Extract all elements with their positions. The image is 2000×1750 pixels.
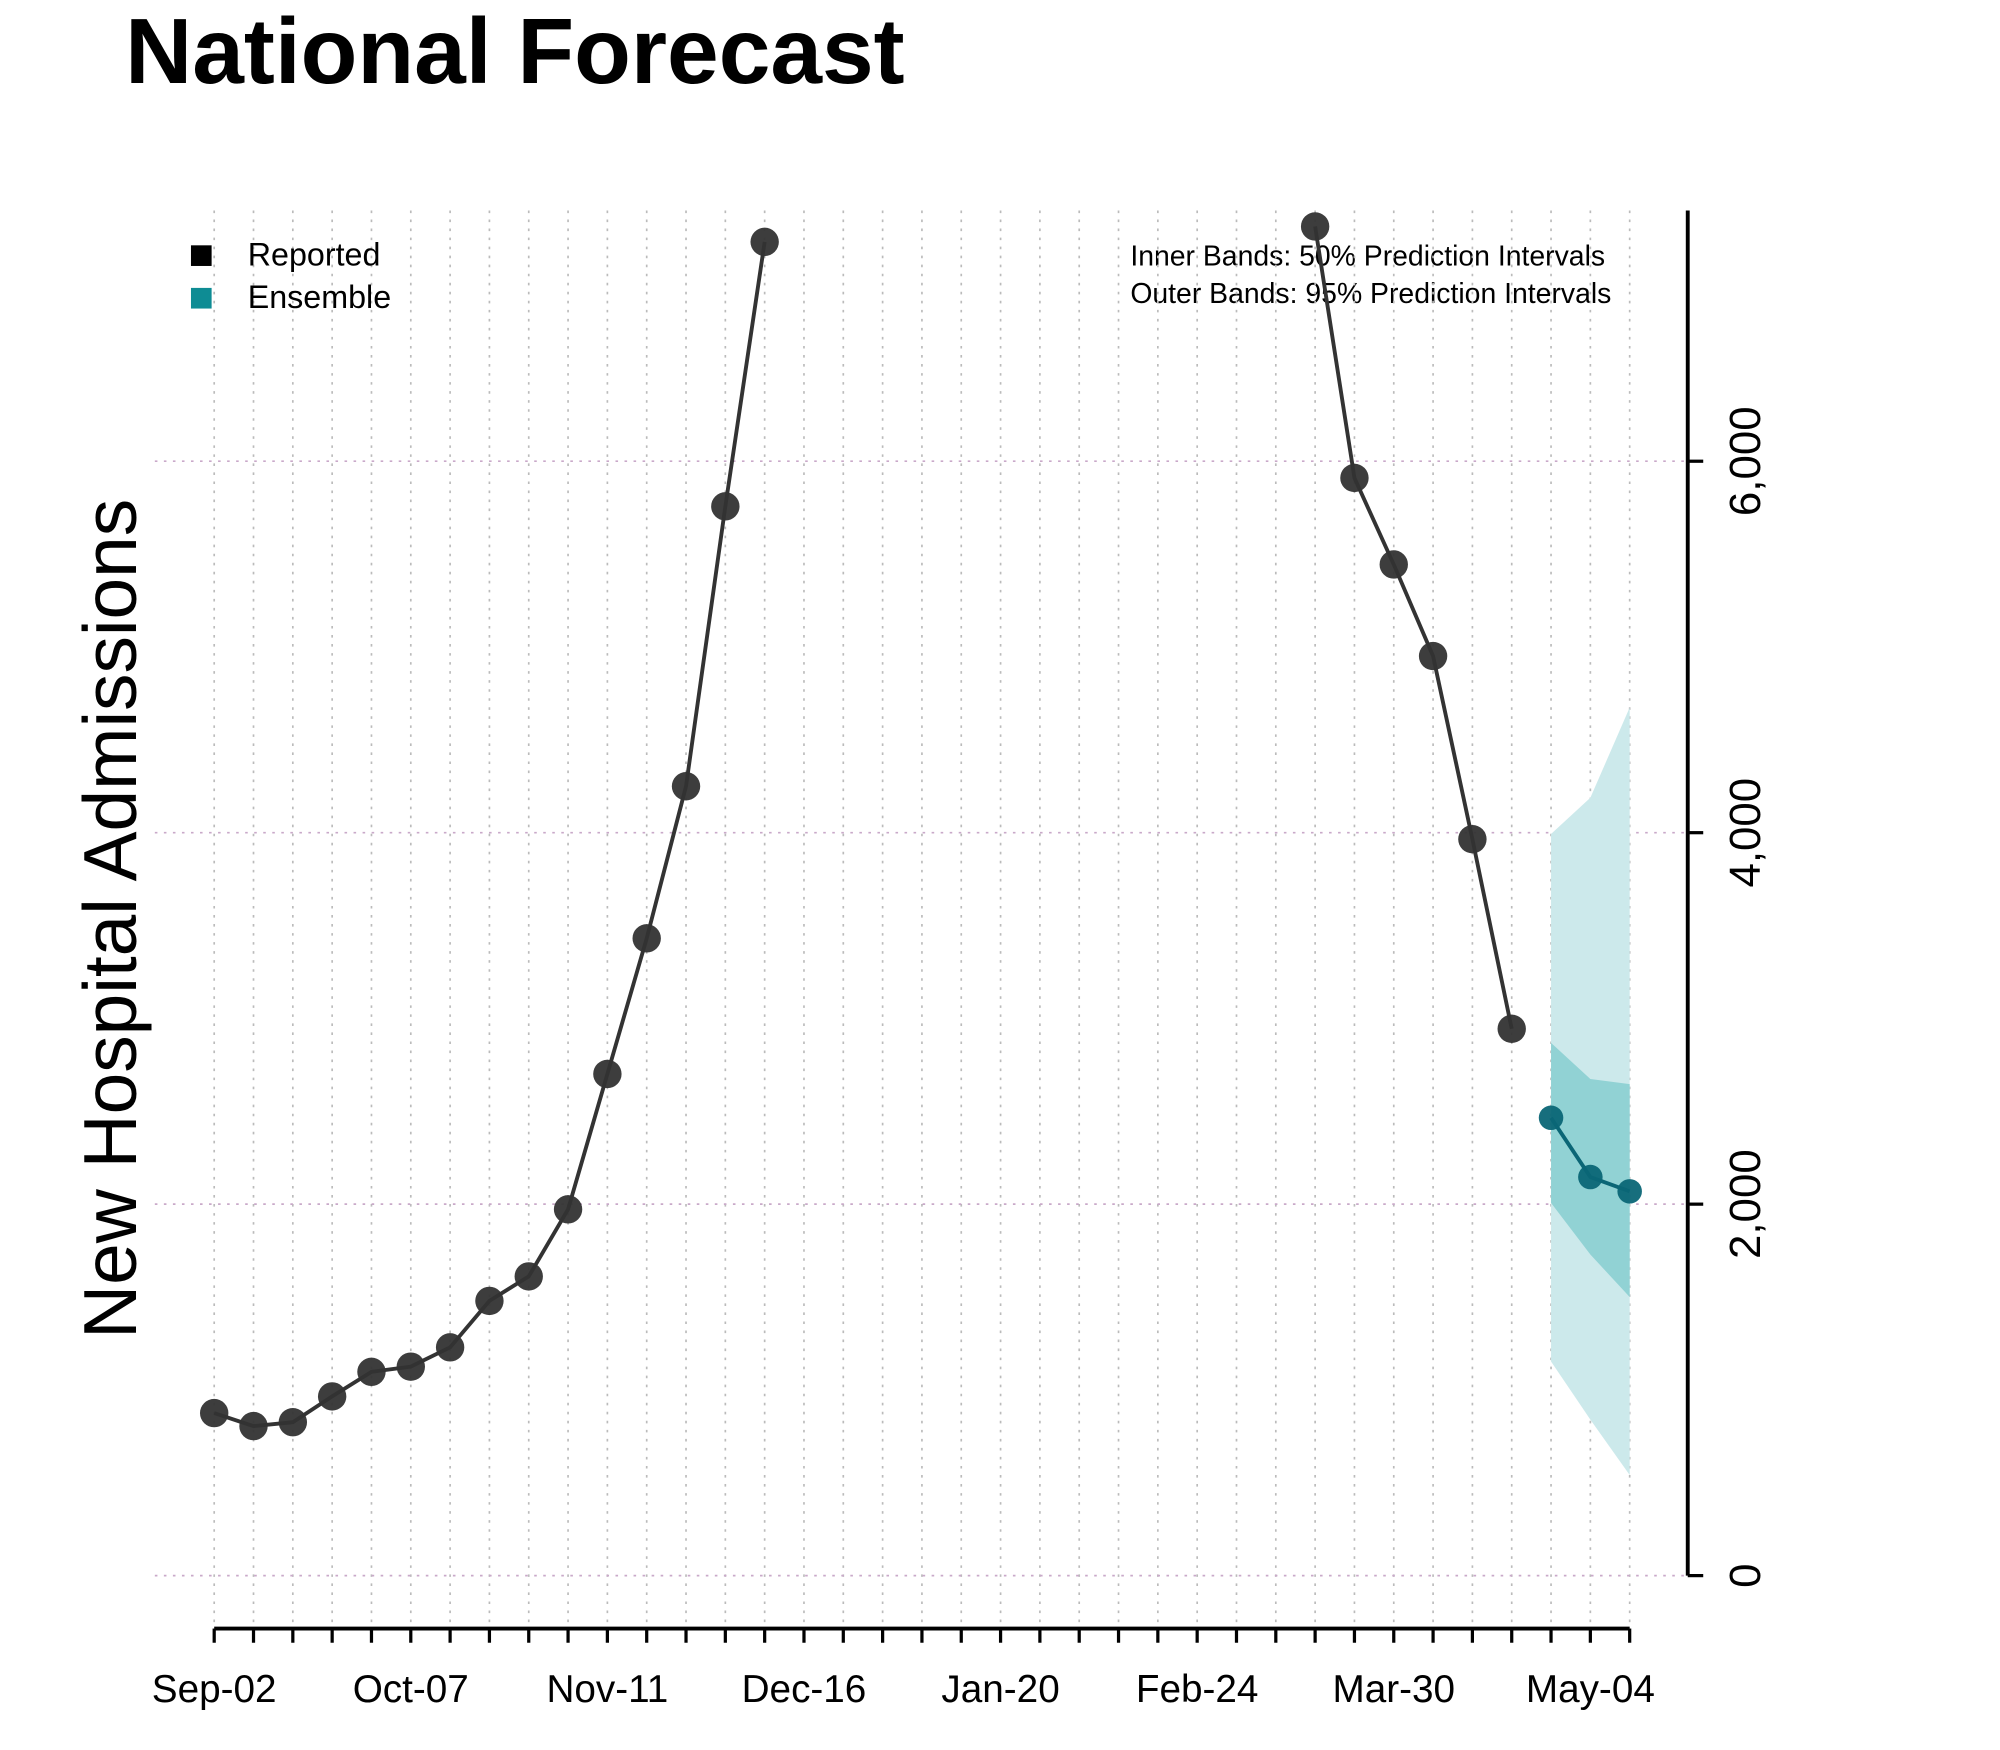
data-point — [514, 1262, 543, 1291]
x-tick-label: Feb-24 — [1136, 1668, 1259, 1711]
legend-label: Reported — [248, 236, 381, 272]
data-point — [1418, 641, 1448, 671]
y-tick-label: 2,000 — [1721, 1149, 1770, 1259]
data-point — [1578, 1164, 1603, 1190]
data-point — [632, 924, 661, 953]
x-tick-label: May-04 — [1526, 1668, 1655, 1711]
data-point — [200, 1398, 229, 1428]
data-point — [475, 1286, 504, 1316]
x-tick-label: Oct-07 — [353, 1668, 469, 1711]
annotation: Outer Bands: 95% Prediction Intervals — [1130, 278, 1611, 310]
y-tick-label: 4,000 — [1721, 778, 1770, 888]
data-point — [1458, 824, 1487, 854]
x-tick-label: Jan-20 — [941, 1668, 1059, 1711]
data-point — [593, 1059, 622, 1089]
y-axis-label: New Hospital Admissions — [68, 499, 152, 1339]
x-tick-label: Mar-30 — [1332, 1668, 1455, 1711]
data-point — [553, 1195, 583, 1224]
x-tick-label: Dec-16 — [742, 1668, 867, 1711]
series-line — [213, 226, 1514, 1429]
data-point — [671, 772, 701, 801]
data-point — [278, 1408, 308, 1437]
data-point — [239, 1411, 268, 1441]
data-point — [1340, 463, 1369, 493]
y-tick-label: 6,000 — [1721, 406, 1770, 516]
data-point — [317, 1382, 347, 1411]
data-point — [357, 1357, 386, 1387]
legend-swatch — [190, 245, 212, 266]
data-point — [1538, 1105, 1564, 1131]
data-point — [435, 1333, 465, 1362]
data-point — [1379, 550, 1408, 579]
data-point — [396, 1352, 425, 1381]
data-point — [1617, 1179, 1642, 1204]
chart-title: National Forecast — [125, 0, 904, 103]
annotation: Inner Bands: 50% Prediction Intervals — [1130, 241, 1605, 273]
y-tick-label: 0 — [1721, 1563, 1770, 1587]
data-point — [711, 492, 740, 521]
legend-label: Ensemble — [248, 279, 391, 315]
legend-swatch — [190, 287, 212, 309]
data-point — [1300, 212, 1330, 241]
x-tick-label: Sep-02 — [152, 1668, 277, 1711]
data-point — [1497, 1014, 1526, 1044]
x-tick-label: Nov-11 — [546, 1668, 668, 1711]
data-point — [750, 227, 779, 257]
